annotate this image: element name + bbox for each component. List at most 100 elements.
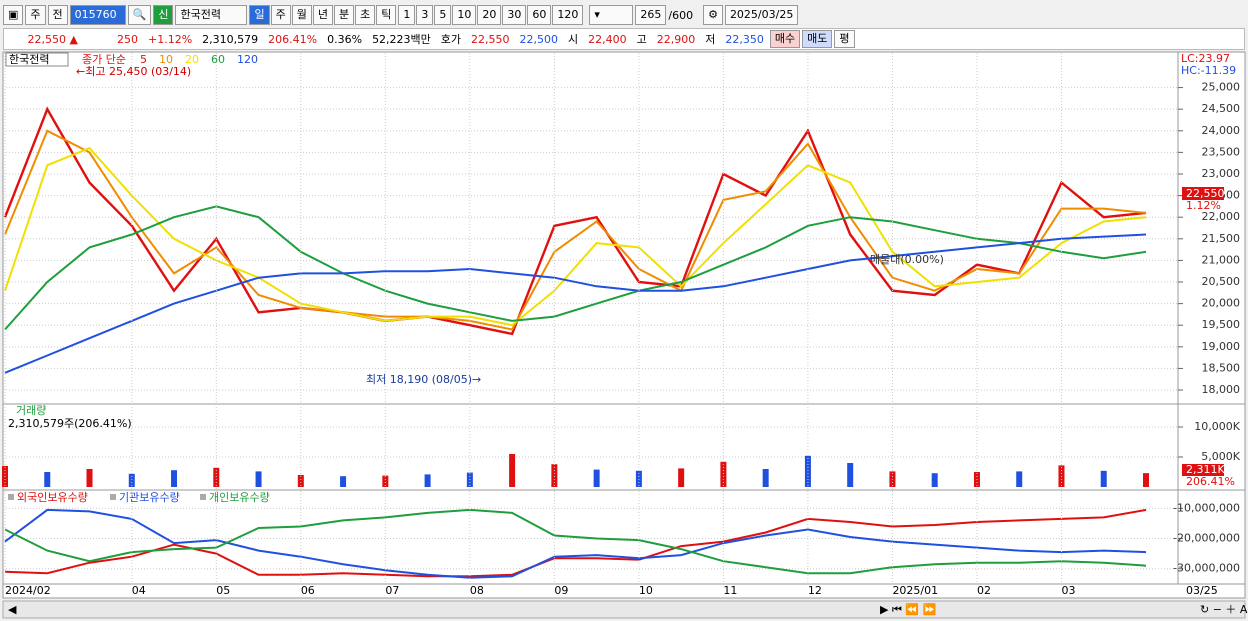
volume-tag-ratio: 206.41%: [1186, 475, 1235, 488]
date-input[interactable]: 2025/03/25: [724, 5, 799, 25]
chart-area: ◀ ▶ ⏮ ⏪ ⏩ ↻ − ＋ A 18,000 18,500 19,000 19,5…: [2, 51, 1248, 619]
scroll-left[interactable]: ◀: [8, 603, 17, 616]
volume-bar: [340, 476, 347, 487]
prev-button[interactable]: 전: [47, 5, 68, 25]
volume-bar: [635, 470, 642, 487]
legend-swatch: [8, 494, 14, 500]
search-button[interactable]: 🔍: [127, 5, 152, 25]
max-count: /600: [668, 8, 694, 22]
volume-subtitle: 2,310,579주(206.41%): [8, 417, 132, 430]
scroll-controls[interactable]: ▶ ⏮ ⏪ ⏩: [880, 603, 937, 616]
volume-bar: [1016, 471, 1023, 487]
y-tick-label: 20,000: [1202, 297, 1241, 310]
y-tick-label: 23,000: [1202, 167, 1241, 180]
toolbar-button[interactable]: 120: [552, 5, 584, 25]
title-box: [5, 52, 69, 67]
sell-button[interactable]: 매도: [802, 30, 833, 48]
price-tag-label: 22,550: [1186, 187, 1225, 200]
toolbar-button[interactable]: 일: [249, 5, 270, 25]
annotation: 최저 18,190 (08/05)→: [366, 373, 481, 386]
quote-bar: 22,550 ▲ 250 +1.12% 2,310,579 206.41% 0.…: [3, 28, 1245, 50]
toolbar-button[interactable]: 1: [398, 5, 416, 25]
volume-ratio: 206.41%: [268, 32, 318, 46]
y-tick-label: -20,000,000: [1173, 532, 1240, 545]
scrollbar[interactable]: [2, 600, 1246, 619]
x-tick-label: 10: [639, 584, 653, 597]
series-line: [4, 508, 1147, 579]
x-tick-label: 04: [132, 584, 146, 597]
volume-bar: [297, 475, 304, 487]
y-tick-label: 20,500: [1202, 275, 1241, 288]
toolbar-button[interactable]: 초: [355, 5, 376, 25]
series-line: [4, 508, 1147, 575]
period-select[interactable]: 주: [25, 5, 46, 25]
legend-entry: 60: [211, 53, 225, 66]
high-label: 고: [636, 33, 647, 46]
menu-icon[interactable]: ▣: [3, 5, 24, 25]
y-tick-label: -30,000,000: [1173, 562, 1240, 575]
series-line: [4, 129, 1147, 331]
y-tick-label: 21,000: [1202, 253, 1241, 266]
volume-bar: [382, 475, 389, 487]
price: 22,550 ▲: [27, 32, 78, 46]
x-tick-label: 05: [216, 584, 230, 597]
y-tick-label: 25,000: [1202, 81, 1241, 94]
legend-label: 종가 단순: [82, 53, 126, 66]
legend-entry: 기관보유수량: [119, 491, 180, 504]
volume-bar: [720, 461, 727, 487]
buy-button[interactable]: 매수: [769, 30, 801, 48]
toolbar-button[interactable]: 5: [434, 5, 452, 25]
price-tag-change: 1.12%: [1186, 199, 1221, 212]
y-tick-label: 10,000K: [1194, 420, 1240, 433]
volume-bar: [44, 472, 51, 487]
zoom-controls[interactable]: ↻ − ＋ A: [1200, 603, 1248, 616]
x-tick-label: 07: [385, 584, 399, 597]
x-tick-label: 09: [554, 584, 568, 597]
badge: 신: [153, 5, 174, 25]
change: 250: [117, 32, 138, 46]
count[interactable]: 265: [635, 5, 667, 25]
x-tick-label: 02: [977, 584, 991, 597]
toolbar-button[interactable]: 년: [312, 5, 333, 25]
toolbar-button[interactable]: 주: [270, 5, 291, 25]
volume-bar: [804, 455, 811, 487]
toolbar-button[interactable]: 분: [333, 5, 355, 25]
volume-bar: [551, 464, 558, 487]
toolbar-button[interactable]: 3: [416, 5, 434, 25]
tool-icons[interactable]: ⚙: [703, 5, 723, 25]
volume-bar: [931, 473, 938, 487]
legend-swatch: [200, 494, 206, 500]
y-tick-label: 5,000K: [1201, 450, 1240, 463]
annotation: 매물대(0.00%): [870, 253, 944, 266]
volume-bar: [255, 471, 262, 487]
lc-label: LC:23.97: [1181, 52, 1230, 65]
toolbar-button[interactable]: 60: [527, 5, 552, 25]
y-tick-label: 21,500: [1202, 232, 1241, 245]
legend-entry: 120: [237, 53, 258, 66]
toolbar-button[interactable]: 30: [502, 5, 527, 25]
chart-title: 한국전력: [9, 53, 49, 66]
blank-select[interactable]: ▾: [589, 5, 634, 25]
x-tick-label: 06: [301, 584, 315, 597]
toolbar-button[interactable]: 20: [477, 5, 502, 25]
low-label: 저: [705, 33, 716, 46]
y-tick-label: 24,000: [1202, 124, 1241, 137]
y-tick-label: 24,500: [1202, 102, 1241, 115]
volume-bar: [1143, 473, 1149, 487]
x-tick-label: 2024/02: [5, 584, 51, 597]
volume-tag-label: 2,311K: [1186, 463, 1225, 476]
avg-button[interactable]: 평: [834, 30, 855, 48]
code-input[interactable]: 015760: [69, 5, 126, 25]
toolbar-button[interactable]: 10: [452, 5, 477, 25]
stock-name: 한국전력: [175, 5, 248, 25]
toolbar-button[interactable]: 월: [291, 5, 312, 25]
legend-entry: 20: [185, 53, 199, 66]
low: 22,350: [725, 32, 764, 46]
volume-bar: [424, 474, 431, 487]
volume-bar: [678, 468, 685, 487]
volume-title: 거래량: [16, 404, 46, 417]
toolbar-button[interactable]: 틱: [376, 5, 397, 25]
legend-entry: 5: [140, 53, 147, 66]
